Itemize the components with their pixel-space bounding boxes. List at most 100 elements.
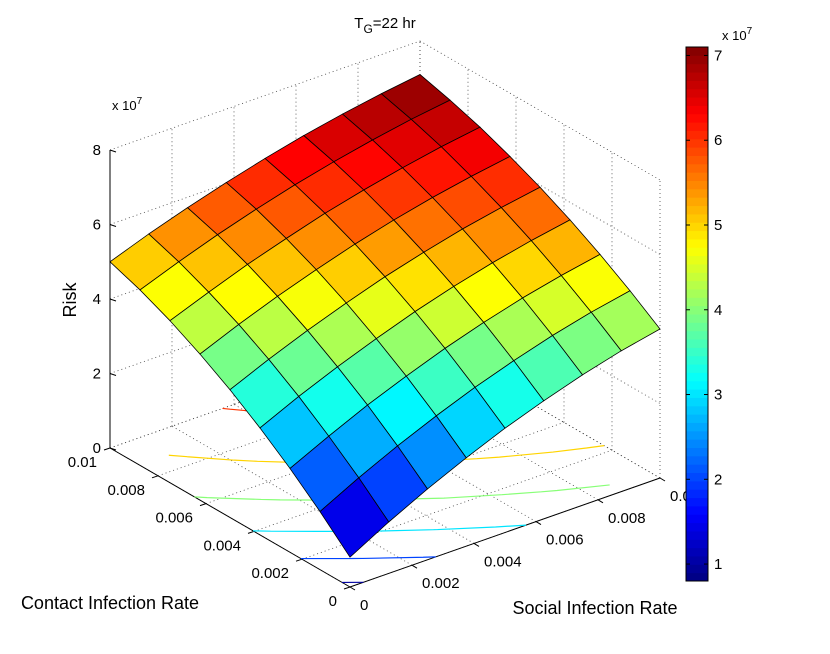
x-tick-label: 0.008 [107,482,145,499]
colorbar-swatch [686,555,708,565]
x-tick-label: 0.004 [203,537,241,554]
title-subscript: G [363,22,372,36]
x-tick [151,475,159,479]
colorbar-swatch [686,247,708,257]
y-tick-label: 0.006 [546,532,584,549]
colorbar-swatch [686,480,708,490]
colorbar-swatch [686,330,708,340]
colorbar-swatch [686,355,708,365]
colorbar-swatch [686,305,708,315]
z-tick-label: 4 [93,291,101,308]
colorbar-swatch [686,472,708,482]
y-tick [535,521,542,526]
colorbar-swatch [686,263,708,273]
x-axis [109,447,351,588]
colorbar-tick-label: 5 [714,217,722,234]
z-tick-label: 6 [93,217,101,234]
y-tick [597,499,604,504]
y-tick-label: 0 [360,597,368,614]
colorbar-swatch [686,88,708,98]
contour-line [300,556,436,560]
c-scale-exponent: 7 [747,26,753,37]
c-scale: x 107 [722,26,753,43]
colorbar-swatch [686,380,708,390]
colorbar-swatch [686,130,708,140]
colorbar-swatch [686,172,708,181]
grid-line [301,449,613,560]
colorbar-tick-label: 1 [714,556,722,573]
z-scale: x 107 [112,96,143,113]
x-tick [199,503,207,507]
x-tick-label: 0.006 [155,510,193,527]
y-tick [349,586,356,591]
z-tick-label: 2 [93,366,101,383]
colorbar-swatch [686,180,708,190]
colorbar-swatch [686,347,708,357]
colorbar-swatch [686,414,708,423]
colorbar-tick-label: 7 [714,47,722,64]
colorbar-swatch [686,372,708,382]
colorbar-swatch [686,505,708,515]
y-tick-label: 0.004 [484,553,522,570]
colorbar-swatch [686,163,708,173]
title-main: T [354,15,363,32]
colorbar-swatch [686,497,708,507]
colorbar-swatch [686,63,708,73]
y-tick-label: 0.008 [608,510,646,527]
colorbar-swatch [686,522,708,532]
colorbar-swatch [686,297,708,307]
colorbar-swatch [686,314,708,323]
colorbar-swatch [686,405,708,415]
colorbar-swatch [686,122,708,131]
colorbar-swatch [686,147,708,156]
colorbar-swatch [686,489,708,499]
x-axis-label: Contact Infection Rate [21,593,199,613]
colorbar-swatch [686,514,708,524]
colorbar-swatch [686,188,708,198]
colorbar-swatch [686,447,708,457]
title-suffix: =22 hr [373,15,416,32]
colorbar-swatch [686,530,708,540]
x-tick-label: 0 [329,593,337,610]
colorbar-swatch [686,222,708,232]
colorbar-tick-label: 4 [714,302,722,319]
z-tick-label: 0 [93,440,101,457]
z-tick [109,224,117,227]
colorbar-swatch [686,72,708,81]
x-tick [295,558,303,562]
z-tick [109,298,117,302]
colorbar-swatch [686,288,708,298]
z-tick [109,149,117,153]
colorbar-swatch [686,138,708,148]
colorbar-swatch [686,213,708,223]
c-scale-label: x 10 [722,28,747,43]
z-tick [109,447,117,451]
colorbar-swatch [686,155,708,165]
y-tick [473,542,480,547]
chart-title: TG=22 hr [354,15,415,36]
colorbar-swatch [686,439,708,448]
colorbar-swatch [686,430,708,440]
colorbar-swatch [686,389,708,398]
z-tick [109,373,117,376]
colorbar-swatch [686,255,708,265]
x-tick [103,447,111,451]
colorbar-swatch [686,547,708,557]
colorbar-swatch [686,397,708,407]
colorbar-frame [685,46,709,582]
colorbar-swatch [686,97,708,106]
colorbar-swatch [686,205,708,215]
grid-line [109,40,421,151]
z-tick-label: 8 [93,142,101,159]
colorbar-swatch [686,464,708,474]
colorbar-swatch [686,197,708,207]
colorbar-swatch [686,280,708,290]
x-tick-label: 0.01 [68,454,97,471]
colorbar-swatch [686,364,708,373]
colorbar-swatch [686,322,708,332]
colorbar-swatch [686,422,708,432]
colorbar-swatch [686,238,708,248]
z-scale-exponent: 7 [137,96,143,107]
colorbar-swatch [686,105,708,115]
